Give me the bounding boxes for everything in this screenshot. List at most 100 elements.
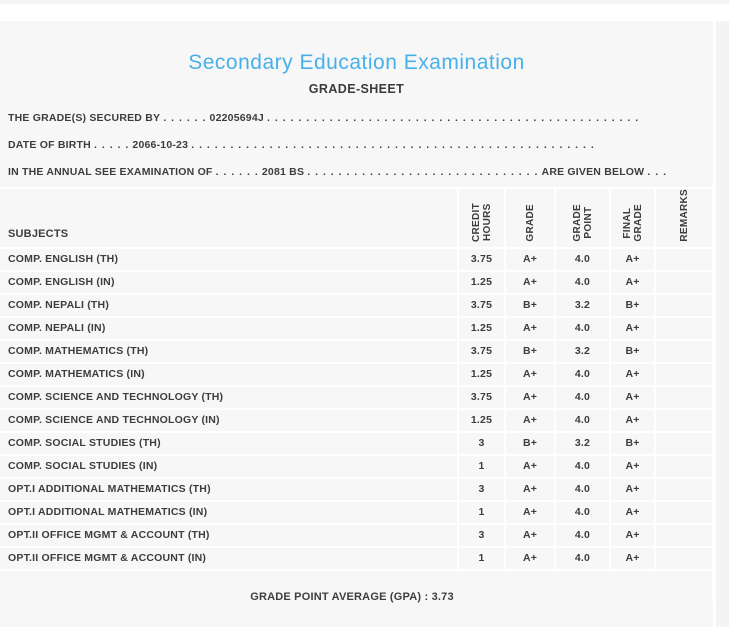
table-row: COMP. MATHEMATICS (IN) 1.25 A+ 4.0 A+ (0, 361, 713, 387)
remarks-cell (654, 315, 713, 341)
credit-hours-cell: 3.75 (457, 338, 506, 364)
subject-cell: OPT.I ADDITIONAL MATHEMATICS (IN) (0, 499, 459, 525)
grade-cell: B+ (504, 338, 556, 364)
credit-hours-cell: 1.25 (457, 269, 506, 295)
table-header-row: SUBJECTS CREDIT HOURS GRADE GRADE POINT … (0, 187, 713, 249)
grade-table: SUBJECTS CREDIT HOURS GRADE GRADE POINT … (0, 187, 713, 603)
info-line-secured-by: THE GRADE(S) SECURED BY . . . . . . 0220… (0, 104, 713, 131)
dotted-leader: . . . . . . . . . . . . . . . . . . . . … (307, 165, 539, 178)
grade-point-cell: 4.0 (554, 476, 611, 502)
subject-cell: COMP. MATHEMATICS (IN) (0, 361, 459, 387)
table-row: OPT.I ADDITIONAL MATHEMATICS (TH) 3 A+ 4… (0, 476, 713, 502)
subject-cell: OPT.II OFFICE MGMT & ACCOUNT (IN) (0, 545, 459, 571)
date-of-birth-label: DATE OF BIRTH (8, 138, 91, 151)
subject-cell: COMP. NEPALI (IN) (0, 315, 459, 341)
col-header-credit-hours: CREDIT HOURS (457, 187, 506, 249)
table-row: COMP. SCIENCE AND TECHNOLOGY (TH) 3.75 A… (0, 384, 713, 410)
credit-hours-cell: 1.25 (457, 407, 506, 433)
gpa-row: GRADE POINT AVERAGE (GPA) : 3.73 (0, 568, 713, 603)
grade-cell: A+ (504, 545, 556, 571)
final-grade-cell: B+ (609, 292, 656, 318)
grade-point-cell: 4.0 (554, 453, 611, 479)
credit-hours-cell: 1.25 (457, 315, 506, 341)
remarks-cell (654, 545, 713, 571)
grade-cell: A+ (504, 499, 556, 525)
table-row: COMP. ENGLISH (TH) 3.75 A+ 4.0 A+ (0, 246, 713, 272)
remarks-cell (654, 361, 713, 387)
remarks-cell (654, 476, 713, 502)
grade-point-cell: 3.2 (554, 292, 611, 318)
remarks-cell (654, 338, 713, 364)
page-right-edge (713, 21, 716, 627)
table-row: OPT.II OFFICE MGMT & ACCOUNT (IN) 1 A+ 4… (0, 545, 713, 571)
table-row: COMP. SOCIAL STUDIES (IN) 1 A+ 4.0 A+ (0, 453, 713, 479)
grade-point-cell: 4.0 (554, 315, 611, 341)
subject-cell: COMP. ENGLISH (TH) (0, 246, 459, 272)
grade-point-cell: 4.0 (554, 499, 611, 525)
remarks-cell (654, 407, 713, 433)
date-of-birth-value: 2066-10-23 (132, 138, 189, 151)
dotted-leader: . . . (647, 165, 668, 178)
right-gutter (716, 21, 729, 627)
candidate-info: THE GRADE(S) SECURED BY . . . . . . 0220… (0, 104, 713, 185)
final-grade-cell: A+ (609, 407, 656, 433)
grade-cell: A+ (504, 453, 556, 479)
table-row: COMP. NEPALI (IN) 1.25 A+ 4.0 A+ (0, 315, 713, 341)
info-line-examination: IN THE ANNUAL SEE EXAMINATION OF . . . .… (0, 158, 713, 185)
grade-cell: A+ (504, 476, 556, 502)
final-grade-cell: A+ (609, 522, 656, 548)
grade-cell: A+ (504, 361, 556, 387)
subject-cell: OPT.I ADDITIONAL MATHEMATICS (TH) (0, 476, 459, 502)
credit-hours-cell: 1 (457, 499, 506, 525)
page-title: Secondary Education Examination (188, 51, 525, 74)
subject-cell: OPT.II OFFICE MGMT & ACCOUNT (TH) (0, 522, 459, 548)
credit-hours-cell: 3 (457, 476, 506, 502)
grade-sheet-page: Secondary Education Examination GRADE-SH… (0, 21, 713, 627)
final-grade-cell: A+ (609, 545, 656, 571)
credit-hours-cell: 1 (457, 453, 506, 479)
col-header-final-grade: FINAL GRADE (609, 187, 656, 249)
table-row: COMP. SOCIAL STUDIES (TH) 3 B+ 3.2 B+ (0, 430, 713, 456)
dotted-leader: . . . . . . (163, 111, 207, 124)
credit-hours-cell: 3 (457, 430, 506, 456)
grade-cell: B+ (504, 430, 556, 456)
subject-cell: COMP. SOCIAL STUDIES (IN) (0, 453, 459, 479)
grade-point-cell: 4.0 (554, 269, 611, 295)
final-grade-cell: A+ (609, 476, 656, 502)
credit-hours-cell: 3.75 (457, 292, 506, 318)
symbol-number-value: 02205694J (209, 111, 264, 124)
grade-point-cell: 4.0 (554, 384, 611, 410)
grade-point-cell: 4.0 (554, 545, 611, 571)
subject-cell: COMP. SOCIAL STUDIES (TH) (0, 430, 459, 456)
remarks-rotated-label: REMARKS (678, 189, 690, 242)
grade-point-cell: 4.0 (554, 522, 611, 548)
remarks-cell (654, 384, 713, 410)
dotted-leader: . . . . . . . . . . . . . . . . . . . . … (267, 111, 640, 124)
final-grade-cell: A+ (609, 384, 656, 410)
final-grade-cell: A+ (609, 269, 656, 295)
table-body: COMP. ENGLISH (TH) 3.75 A+ 4.0 A+ COMP. … (0, 246, 713, 571)
grade-point-cell: 4.0 (554, 246, 611, 272)
credit-hours-cell: 3.75 (457, 246, 506, 272)
remarks-cell (654, 292, 713, 318)
col-header-grade: GRADE (504, 187, 556, 249)
final-grade-cell: A+ (609, 499, 656, 525)
grade-cell: A+ (504, 407, 556, 433)
subject-cell: COMP. MATHEMATICS (TH) (0, 338, 459, 364)
final-grade-cell: A+ (609, 453, 656, 479)
secured-by-label: THE GRADE(S) SECURED BY (8, 111, 161, 124)
col-header-remarks: REMARKS (654, 187, 713, 249)
examination-label: IN THE ANNUAL SEE EXAMINATION OF (8, 165, 213, 178)
info-line-date-of-birth: DATE OF BIRTH . . . . . 2066-10-23 . . .… (0, 131, 713, 158)
subject-cell: COMP. ENGLISH (IN) (0, 269, 459, 295)
grade-point-cell: 3.2 (554, 430, 611, 456)
credit-hours-rotated-label: CREDIT HOURS (470, 202, 493, 242)
table-row: OPT.II OFFICE MGMT & ACCOUNT (TH) 3 A+ 4… (0, 522, 713, 548)
gpa-value-line: GRADE POINT AVERAGE (GPA) : 3.73 (0, 568, 713, 603)
grade-point-cell: 4.0 (554, 361, 611, 387)
dotted-leader: . . . . . . . . . . . . . . . . . . . . … (191, 138, 595, 151)
grade-cell: A+ (504, 246, 556, 272)
table-row: COMP. SCIENCE AND TECHNOLOGY (IN) 1.25 A… (0, 407, 713, 433)
remarks-cell (654, 246, 713, 272)
final-grade-cell: A+ (609, 315, 656, 341)
